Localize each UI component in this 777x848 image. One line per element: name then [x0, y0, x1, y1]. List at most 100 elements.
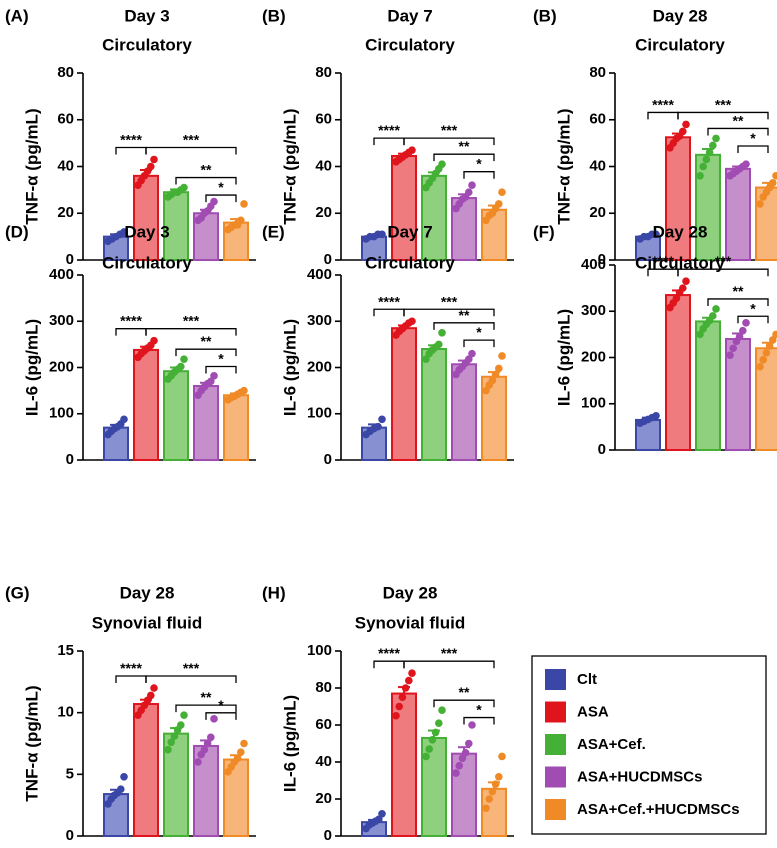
- bar-3: [421, 736, 447, 838]
- data-point: [164, 745, 172, 754]
- significance-bracket: [403, 660, 495, 669]
- data-point: [177, 362, 185, 371]
- significance-label: *: [750, 300, 756, 316]
- chart-subtitle: Circulatory: [102, 35, 192, 54]
- y-tick-label: 200: [581, 348, 606, 365]
- significance-bracket: [373, 308, 405, 317]
- legend-swatch-4: [545, 766, 566, 788]
- data-point: [435, 719, 443, 727]
- significance-bracket: [707, 127, 769, 136]
- chart-panel-1: (A) Day 3 Circulatory TNF-α (pg/mL) 0 20 40 60 8…: [5, 6, 256, 268]
- data-point: [498, 752, 506, 761]
- y-tick-label: 0: [598, 441, 606, 458]
- significance-bracket: [205, 365, 237, 374]
- legend-label-4: ASA+HUCDMSCs: [577, 768, 702, 785]
- bar-2: [133, 348, 159, 461]
- significance-bracket: [737, 315, 769, 324]
- significance-bracket: [433, 153, 495, 162]
- significance-label: ***: [441, 293, 458, 309]
- data-point: [375, 815, 383, 824]
- significance-bracket: [463, 716, 495, 725]
- data-point: [240, 200, 248, 208]
- legend-label-3: ASA+Cef.: [577, 736, 646, 753]
- significance-label: ****: [120, 313, 142, 329]
- data-point: [735, 332, 744, 341]
- panel-label: (D): [5, 222, 29, 241]
- data-point: [702, 155, 711, 164]
- data-point: [378, 230, 386, 239]
- data-point: [150, 336, 158, 345]
- data-point: [117, 785, 125, 793]
- data-point: [679, 127, 687, 136]
- chart-subtitle: Circulatory: [365, 35, 455, 54]
- chart-title: Day 28: [653, 6, 708, 25]
- data-point: [408, 317, 416, 326]
- y-tick-label: 0: [66, 827, 74, 844]
- data-point: [772, 172, 777, 180]
- significance-bracket: [677, 111, 769, 120]
- y-tick-label: 60: [57, 111, 74, 128]
- bar-3: [163, 370, 189, 462]
- data-point: [240, 739, 248, 748]
- significance-bracket: [115, 328, 147, 336]
- data-point: [438, 160, 446, 168]
- significance-label: ***: [183, 131, 200, 147]
- significance-label: ****: [652, 253, 674, 269]
- bar-2: [665, 294, 691, 451]
- significance-label: ****: [378, 293, 400, 309]
- y-axis-label: TNF-α (pg/mL): [22, 108, 41, 224]
- legend-swatch-5: [545, 799, 566, 820]
- significance-label: **: [459, 307, 470, 323]
- y-tick-label: 5: [66, 765, 74, 782]
- legend-label-5: ASA+Cef.+HUCDMSCs: [577, 801, 740, 818]
- y-axis-label: IL-6 (pg/mL): [280, 319, 299, 416]
- significance-bracket: [145, 146, 237, 155]
- data-point: [495, 200, 503, 208]
- y-axis-label: TNF-α (pg/mL): [22, 685, 41, 801]
- bar-2: [391, 327, 417, 461]
- data-point: [438, 329, 446, 337]
- data-point: [726, 351, 734, 359]
- data-point: [699, 162, 707, 171]
- data-point: [696, 172, 704, 180]
- y-axis-label: IL-6 (pg/mL): [554, 309, 573, 406]
- significance-bracket: [433, 322, 495, 330]
- panel-label: (F): [533, 222, 555, 241]
- panel-label: (B): [533, 6, 557, 25]
- significance-bracket: [707, 298, 769, 306]
- bar-3: [421, 348, 447, 461]
- chart-panel-8: (H) Day 28 Synovial fluid IL-6 (pg/mL) 0 20 40…: [262, 583, 514, 844]
- y-tick-label: 0: [324, 451, 332, 468]
- significance-label: ***: [441, 645, 458, 661]
- data-point: [765, 342, 774, 350]
- data-point: [762, 349, 771, 357]
- y-tick-label: 0: [66, 451, 74, 468]
- y-tick-label: 10: [57, 704, 74, 721]
- y-tick-label: 20: [589, 204, 606, 221]
- data-point: [495, 364, 503, 373]
- significance-label: ****: [378, 645, 400, 661]
- data-point: [180, 183, 188, 192]
- panel-label: (A): [5, 6, 29, 25]
- significance-bracket: [175, 176, 237, 185]
- significance-label: ***: [441, 122, 458, 138]
- significance-label: *: [218, 179, 224, 195]
- data-point: [210, 372, 218, 380]
- data-point: [200, 745, 209, 754]
- data-point: [150, 155, 158, 164]
- y-tick-label: 15: [57, 642, 74, 659]
- significance-label: ****: [652, 96, 674, 112]
- data-point: [682, 120, 690, 129]
- legend-swatch-3: [545, 734, 566, 755]
- data-point: [233, 754, 242, 763]
- data-point: [739, 326, 747, 335]
- data-point: [769, 336, 777, 344]
- bar-3: [695, 153, 721, 261]
- data-point: [378, 415, 386, 424]
- legend-swatch-2: [545, 701, 566, 723]
- data-point: [742, 319, 750, 327]
- data-point: [435, 340, 443, 349]
- y-tick-label: 300: [49, 312, 74, 329]
- significance-label: **: [201, 162, 212, 178]
- significance-bracket: [463, 171, 495, 179]
